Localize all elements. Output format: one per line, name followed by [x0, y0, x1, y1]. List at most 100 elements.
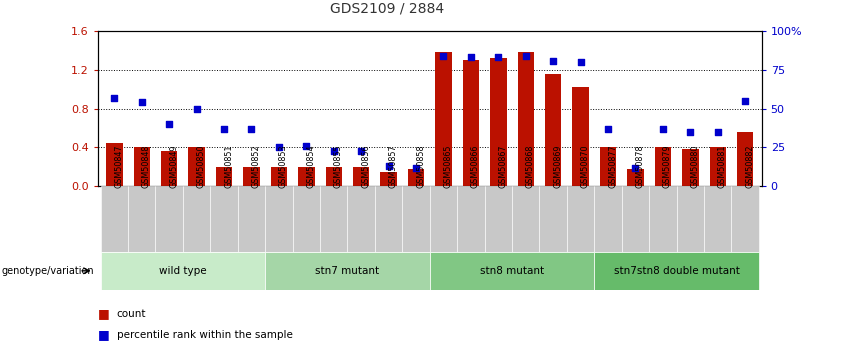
Bar: [683, 149, 699, 186]
Point: [163, 121, 176, 127]
Text: GSM50882: GSM50882: [745, 145, 754, 188]
Text: GSM50870: GSM50870: [580, 145, 590, 188]
Bar: [100, 252, 266, 290]
Point: [656, 126, 670, 131]
Bar: [326, 167, 342, 186]
Bar: [353, 167, 369, 186]
Bar: [237, 186, 266, 252]
Bar: [347, 186, 375, 252]
Point: [217, 126, 231, 131]
Point: [602, 126, 615, 131]
Text: GSM50869: GSM50869: [553, 145, 563, 188]
Point: [107, 95, 121, 101]
Text: GSM50847: GSM50847: [114, 145, 123, 188]
Bar: [600, 148, 616, 186]
Bar: [266, 252, 430, 290]
Point: [492, 55, 505, 60]
Text: GSM50858: GSM50858: [416, 145, 425, 188]
Text: stn7 mutant: stn7 mutant: [316, 266, 380, 276]
Bar: [298, 167, 315, 186]
Bar: [161, 151, 177, 186]
Text: stn7stn8 double mutant: stn7stn8 double mutant: [614, 266, 740, 276]
Bar: [649, 186, 677, 252]
Point: [683, 129, 697, 135]
Text: ■: ■: [98, 307, 110, 321]
Bar: [128, 186, 156, 252]
Bar: [430, 186, 457, 252]
Point: [546, 58, 560, 63]
Point: [739, 98, 752, 104]
Point: [464, 55, 477, 60]
Bar: [380, 172, 397, 186]
Text: GSM50867: GSM50867: [499, 145, 507, 188]
Text: genotype/variation: genotype/variation: [2, 266, 94, 276]
Text: GSM50865: GSM50865: [443, 145, 453, 188]
Bar: [463, 60, 479, 186]
Text: ■: ■: [98, 328, 110, 341]
Bar: [216, 167, 232, 186]
Point: [135, 100, 149, 105]
Bar: [737, 132, 753, 186]
Bar: [435, 52, 452, 186]
Bar: [408, 169, 425, 186]
Bar: [622, 186, 649, 252]
Text: GSM50868: GSM50868: [526, 145, 534, 188]
Bar: [403, 186, 430, 252]
Bar: [156, 186, 183, 252]
Text: percentile rank within the sample: percentile rank within the sample: [117, 330, 293, 339]
Text: GSM50849: GSM50849: [169, 145, 178, 188]
Bar: [573, 87, 589, 186]
Bar: [484, 186, 512, 252]
Bar: [188, 147, 205, 186]
Bar: [567, 186, 594, 252]
Text: GSM50853: GSM50853: [279, 145, 288, 188]
Bar: [512, 186, 540, 252]
Point: [711, 129, 724, 135]
Text: GSM50879: GSM50879: [663, 145, 672, 188]
Bar: [243, 167, 260, 186]
Bar: [457, 186, 484, 252]
Point: [409, 165, 423, 170]
Point: [244, 126, 258, 131]
Bar: [594, 186, 622, 252]
Text: GSM50852: GSM50852: [251, 145, 260, 188]
Text: GSM50877: GSM50877: [608, 145, 617, 188]
Text: GSM50855: GSM50855: [334, 145, 343, 188]
Point: [272, 145, 286, 150]
Bar: [271, 167, 287, 186]
Text: GSM50881: GSM50881: [717, 145, 727, 188]
Text: GSM50854: GSM50854: [306, 145, 316, 188]
Bar: [545, 74, 562, 186]
Bar: [627, 169, 643, 186]
Bar: [293, 186, 320, 252]
Text: stn8 mutant: stn8 mutant: [480, 266, 544, 276]
Text: GSM50878: GSM50878: [636, 145, 644, 188]
Text: wild type: wild type: [159, 266, 207, 276]
Point: [629, 165, 643, 170]
Bar: [106, 142, 123, 186]
Bar: [654, 148, 671, 186]
Bar: [430, 252, 594, 290]
Point: [300, 143, 313, 149]
Bar: [517, 52, 534, 186]
Bar: [320, 186, 347, 252]
Text: GSM50856: GSM50856: [361, 145, 370, 188]
Text: GSM50850: GSM50850: [197, 145, 206, 188]
Bar: [540, 186, 567, 252]
Text: GSM50851: GSM50851: [224, 145, 233, 188]
Bar: [210, 186, 237, 252]
Bar: [677, 186, 704, 252]
Point: [327, 148, 340, 153]
Text: GSM50857: GSM50857: [389, 145, 397, 188]
Point: [437, 53, 450, 59]
Point: [354, 148, 368, 153]
Text: GDS2109 / 2884: GDS2109 / 2884: [330, 1, 444, 16]
Point: [519, 53, 533, 59]
Bar: [266, 186, 293, 252]
Point: [574, 59, 587, 65]
Bar: [732, 186, 759, 252]
Bar: [704, 186, 732, 252]
Bar: [183, 186, 210, 252]
Text: GSM50866: GSM50866: [471, 145, 480, 188]
Point: [190, 106, 203, 111]
